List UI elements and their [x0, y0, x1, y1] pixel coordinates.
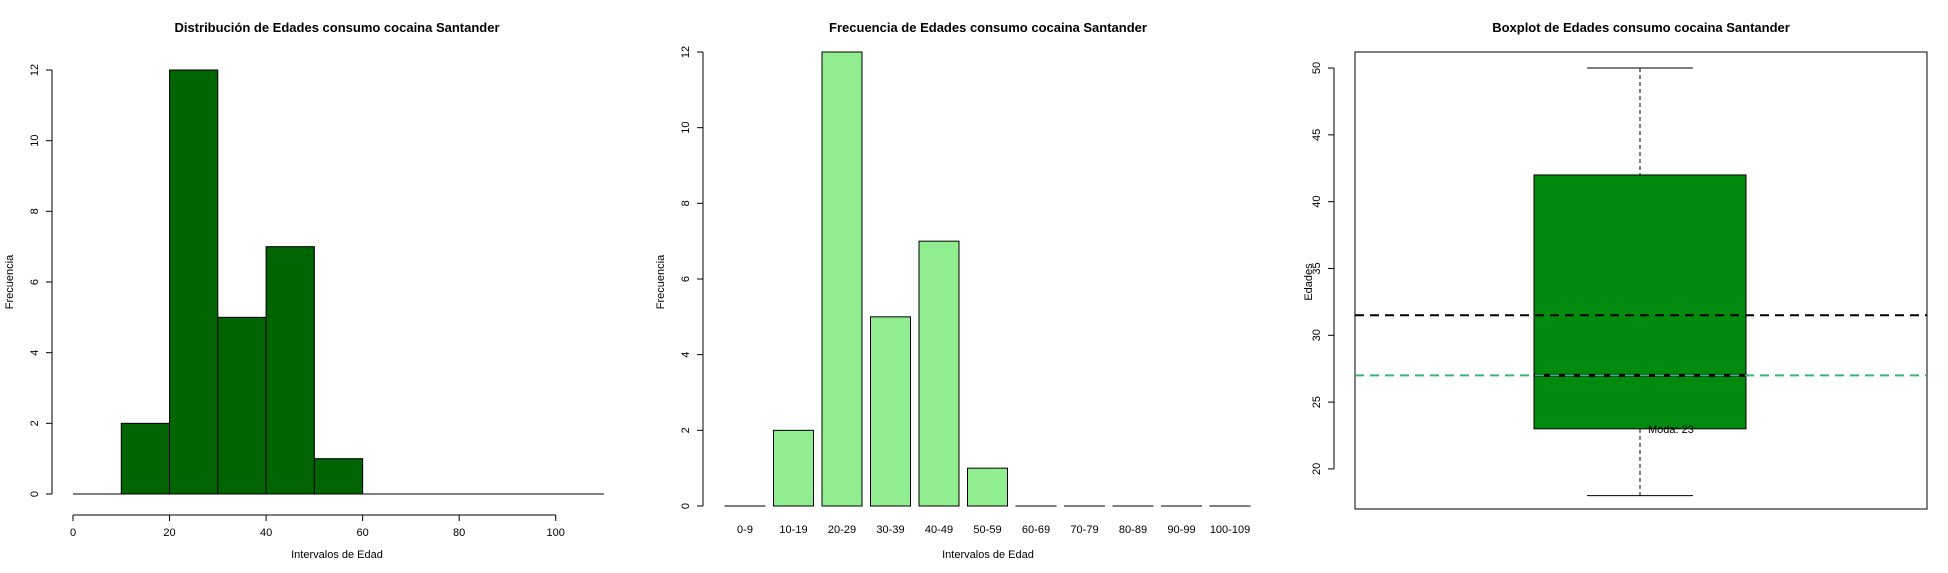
- chart2-x-tick-label: 80-89: [1119, 524, 1147, 536]
- chart3-box: [1533, 174, 1747, 430]
- chart1-y-tick-label: 0: [29, 491, 41, 497]
- chart2-x-tick-label: 60-69: [1022, 524, 1050, 536]
- chart3-mode-annotation: Moda: 23: [1648, 424, 1694, 436]
- chart1-x-tick-label: 40: [260, 527, 272, 539]
- chart2-x-tick-label: 100-109: [1210, 524, 1250, 536]
- chart2-x-tick-label: 70-79: [1070, 524, 1098, 536]
- chart2-x-tick-label: 10-19: [779, 524, 807, 536]
- chart1-bar: [313, 458, 364, 495]
- chart1-bar: [217, 316, 267, 495]
- chart2-y-tick-label: 0: [680, 503, 692, 509]
- chart1-y-tick-label: 8: [29, 208, 41, 214]
- chart1-y-tick-label: 6: [29, 279, 41, 285]
- chart1-y-tick-label: 12: [29, 64, 41, 76]
- chart3-y-tick-label: 30: [1311, 329, 1323, 341]
- chart1-y-tick-label: 2: [29, 420, 41, 426]
- chart2-bar: [773, 429, 814, 507]
- chart3-y-tick-label: 25: [1311, 396, 1323, 408]
- chart1-x-tick-label: 0: [70, 527, 76, 539]
- chart1-y-tick-label: 4: [29, 350, 41, 356]
- chart3-plot-frame: [1354, 51, 1928, 510]
- chart2-bar: [821, 51, 863, 507]
- chart2-y-label: Frecuencia: [655, 254, 667, 309]
- chart2-x-tick-label: 30-39: [876, 524, 904, 536]
- chart1-x-tick-label: 100: [547, 527, 565, 539]
- chart2-x-tick-label: 50-59: [973, 524, 1001, 536]
- chart2-x-tick-label: 90-99: [1167, 524, 1195, 536]
- chart1-y-label: Frecuencia: [4, 254, 16, 309]
- chart3-y-tick-label: 40: [1311, 196, 1323, 208]
- chart1-bar: [120, 422, 171, 495]
- chart1-x-tick-label: 20: [163, 527, 175, 539]
- chart2-x-tick-label: 20-29: [828, 524, 856, 536]
- chart2-bar: [918, 240, 960, 507]
- chart3-y-label: Edades: [1303, 263, 1315, 301]
- chart2-x-tick-label: 0-9: [737, 524, 753, 536]
- chart1-title: Distribución de Edades consumo cocaina S…: [174, 20, 499, 35]
- chart2-y-tick-label: 2: [680, 427, 692, 433]
- chart1-bar: [265, 246, 315, 495]
- chart1-x-tick-label: 80: [453, 527, 465, 539]
- chart2-bar: [967, 467, 1008, 507]
- chart2-x-label: Intervalos de Edad: [942, 549, 1034, 561]
- chart3-y-tick-label: 35: [1311, 262, 1323, 274]
- chart3-title: Boxplot de Edades consumo cocaina Santan…: [1492, 20, 1790, 35]
- chart2-y-tick-label: 4: [680, 352, 692, 358]
- chart3-y-tick-label: 50: [1311, 62, 1323, 74]
- chart3-y-tick-label: 45: [1311, 129, 1323, 141]
- chart2-title: Frecuencia de Edades consumo cocaina San…: [829, 20, 1147, 35]
- chart2-x-tick-label: 40-49: [925, 524, 953, 536]
- chart1-x-tick-label: 60: [357, 527, 369, 539]
- chart1-y-tick-label: 10: [29, 135, 41, 147]
- chart2-bar: [870, 316, 911, 507]
- chart1-bar: [169, 69, 219, 495]
- chart2-y-tick-label: 8: [680, 200, 692, 206]
- chart2-y-tick-label: 6: [680, 276, 692, 282]
- chart2-y-tick-label: 10: [680, 122, 692, 134]
- chart2-y-tick-label: 12: [680, 46, 692, 58]
- chart3-y-tick-label: 20: [1311, 463, 1323, 475]
- chart1-x-label: Intervalos de Edad: [291, 549, 383, 561]
